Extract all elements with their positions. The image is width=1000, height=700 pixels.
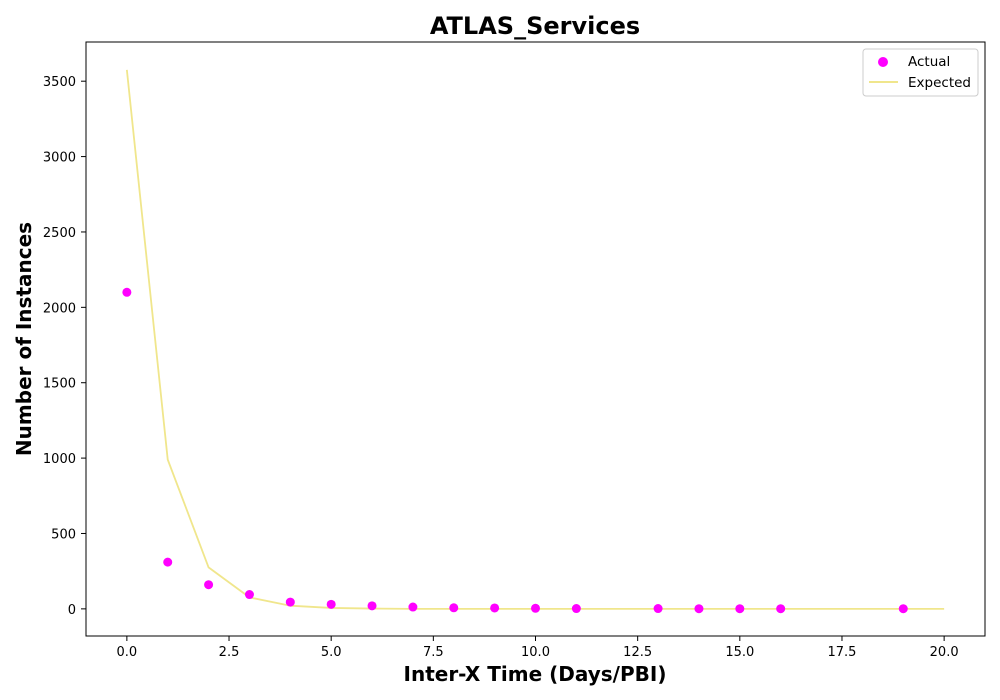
x-tick-label: 10.0 — [521, 645, 550, 660]
actual-data-point — [898, 604, 908, 614]
actual-data-point — [244, 590, 254, 600]
legend-label-expected: Expected — [908, 75, 971, 91]
y-tick-label: 1000 — [43, 452, 76, 467]
x-tick-label: 15.0 — [725, 645, 754, 660]
x-tick-label: 17.5 — [828, 645, 857, 660]
actual-data-point — [326, 599, 336, 609]
x-axis-label: Inter-X Time (Days/PBI) — [404, 662, 667, 686]
x-tick-label: 12.5 — [623, 645, 652, 660]
actual-data-point — [408, 602, 418, 612]
x-tick-label: 5.0 — [321, 645, 342, 660]
y-tick-label: 2500 — [43, 226, 76, 241]
actual-data-point — [571, 604, 581, 614]
expected-series-line — [125, 69, 945, 610]
x-axis: 0.0 2.5 5.0 7.5 10.0 12.5 15.0 17.5 20.0 — [117, 636, 959, 660]
actual-data-point — [653, 604, 663, 614]
actual-data-point — [531, 603, 540, 613]
y-tick-label: 2000 — [43, 301, 76, 316]
x-tick-label: 0.0 — [117, 645, 138, 660]
actual-series — [122, 287, 908, 614]
chart-title: ATLAS_Services — [430, 12, 640, 40]
y-tick-label: 1500 — [43, 377, 76, 392]
y-axis: 0 500 1000 1500 2000 2500 3000 3500 — [43, 75, 86, 618]
y-tick-label: 3000 — [43, 151, 76, 166]
actual-data-point — [449, 603, 459, 613]
actual-data-point — [122, 287, 132, 297]
plot-area — [85, 41, 986, 637]
y-tick-label: 0 — [68, 603, 76, 618]
y-axis-label: Number of Instances — [12, 222, 36, 456]
legend-box — [862, 48, 979, 97]
actual-data-point — [694, 604, 704, 614]
actual-data-point — [490, 603, 500, 613]
legend: Actual Expected — [862, 48, 979, 97]
actual-data-point — [204, 580, 214, 590]
x-tick-label: 7.5 — [423, 645, 444, 660]
legend-label-actual: Actual — [908, 54, 950, 70]
y-tick-label: 3500 — [43, 75, 76, 90]
actual-data-point — [285, 597, 295, 607]
x-tick-label: 2.5 — [219, 645, 240, 660]
actual-data-point — [367, 601, 377, 611]
y-tick-label: 500 — [51, 527, 76, 542]
actual-data-point — [776, 604, 786, 614]
x-tick-label: 20.0 — [930, 645, 959, 660]
plot-frame — [85, 41, 986, 637]
expected-series — [125, 69, 945, 610]
legend-marker-actual — [878, 57, 888, 67]
actual-data-point — [735, 604, 745, 614]
actual-data-point — [163, 557, 173, 567]
